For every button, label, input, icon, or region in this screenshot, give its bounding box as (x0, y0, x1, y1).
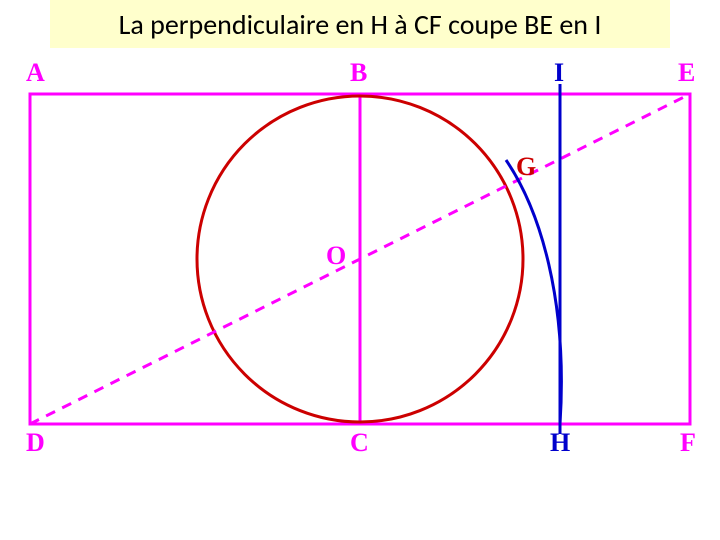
point-label-f: F (680, 428, 696, 458)
point-label-d: D (26, 428, 45, 458)
point-label-c: C (350, 428, 369, 458)
arc-gh (506, 160, 561, 424)
point-label-o: O (326, 241, 346, 271)
point-label-a: A (26, 58, 45, 88)
point-label-i: I (554, 58, 564, 88)
point-label-e: E (678, 58, 695, 88)
point-label-h: H (550, 428, 570, 458)
point-label-g: G (516, 152, 536, 182)
point-label-b: B (350, 58, 367, 88)
